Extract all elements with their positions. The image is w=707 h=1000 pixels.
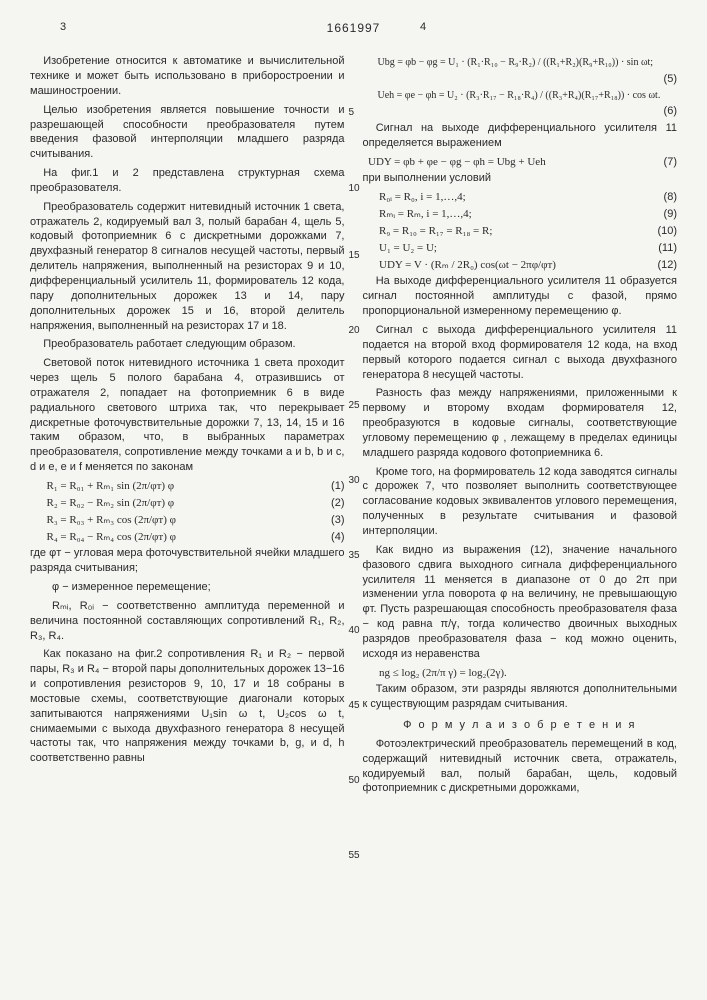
right-column: 5 10 15 20 25 30 35 40 45 50 55 Ubg = φb… bbox=[363, 54, 678, 800]
paragraph: На выходе дифференциального усилителя 11… bbox=[363, 274, 678, 319]
paragraph: при выполнении условий bbox=[363, 171, 678, 186]
paragraph: Фотоэлектрический преобразователь переме… bbox=[363, 737, 678, 796]
paragraph: Кроме того, на формирователь 12 кода зав… bbox=[363, 465, 678, 539]
equation: ng ≤ log₂ (2π/π γ) = log₂(2γ). bbox=[363, 666, 678, 681]
line-number: 50 bbox=[349, 774, 360, 788]
paragraph: Rₘᵢ, R₀ᵢ − соответственно амплитуда пере… bbox=[30, 599, 345, 644]
paragraph: Сигнал с выхода дифференциального усилит… bbox=[363, 323, 678, 382]
equation-body: R₁ = R₀₁ + Rₘ₁ sin (2π/φт) φ bbox=[30, 479, 315, 494]
paragraph: Таким образом, эти разряды являются допо… bbox=[363, 682, 678, 712]
paragraph: Изобретение относится к автоматике и выч… bbox=[30, 54, 345, 99]
equation-number: (3) bbox=[315, 513, 345, 528]
line-number: 25 bbox=[349, 399, 360, 413]
line-number: 40 bbox=[349, 624, 360, 638]
section-heading: Ф о р м у л а и з о б р е т е н и я bbox=[363, 718, 678, 733]
equation: (5) bbox=[363, 72, 678, 87]
equation: R₄ = R₀₄ − Rₘ₄ cos (2π/φт) φ (4) bbox=[30, 530, 345, 545]
equation: U₁ = U₂ = U; (11) bbox=[363, 241, 678, 256]
line-number: 45 bbox=[349, 699, 360, 713]
equation: Ubg = φb − φg = U₁ · (R₁·R₁₀ − R₉·R₂) / … bbox=[363, 56, 678, 70]
paragraph: Преобразователь работает следующим образ… bbox=[30, 337, 345, 352]
equation-body: UDY = V · (Rₘ / 2R₀) cos(ωt − 2πφ/φт) bbox=[363, 258, 648, 273]
equation-body: UDY = φb + φe − φg − φh = Ubg + Ueh bbox=[363, 155, 648, 170]
equation: (6) bbox=[363, 104, 678, 119]
paragraph: где φт − угловая мера фоточувствительной… bbox=[30, 546, 345, 576]
equation-number: (6) bbox=[647, 104, 677, 119]
paragraph: Как видно из выражения (12), значение на… bbox=[363, 543, 678, 662]
equation-body: Ueh = φe − φh = U₂ · (R₃·R₁₇ − R₁₈·R₄) /… bbox=[363, 89, 678, 103]
paragraph: φ − измеренное перемещение; bbox=[30, 580, 345, 595]
equation-number: (1) bbox=[315, 479, 345, 494]
equation: R₉ = R₁₀ = R₁₇ = R₁₈ = R; (10) bbox=[363, 224, 678, 239]
paragraph: Как показано на фиг.2 сопротивления R₁ и… bbox=[30, 647, 345, 766]
equation: R₃ = R₀₃ + Rₘ₃ cos (2π/φт) φ (3) bbox=[30, 513, 345, 528]
paragraph: Световой поток нитевидного источника 1 с… bbox=[30, 356, 345, 475]
document-number: 1661997 bbox=[30, 20, 677, 36]
equation-number: (12) bbox=[647, 258, 677, 273]
paragraph: Целью изобретения является повышение точ… bbox=[30, 103, 345, 162]
paragraph: Преобразователь содержит нитевидный исто… bbox=[30, 200, 345, 334]
line-number: 5 bbox=[349, 106, 355, 120]
line-number: 20 bbox=[349, 324, 360, 338]
equation: UDY = φb + φe − φg − φh = Ubg + Ueh (7) bbox=[363, 155, 678, 170]
line-number: 35 bbox=[349, 549, 360, 563]
paragraph: Разность фаз между напряжениями, приложе… bbox=[363, 386, 678, 460]
equation-body: U₁ = U₂ = U; bbox=[363, 241, 648, 256]
line-number: 55 bbox=[349, 849, 360, 863]
equation: UDY = V · (Rₘ / 2R₀) cos(ωt − 2πφ/φт) (1… bbox=[363, 258, 678, 273]
equation-body: R₀ᵢ = R₀, i = 1,…,4; bbox=[363, 190, 648, 205]
equation-body: Ubg = φb − φg = U₁ · (R₁·R₁₀ − R₉·R₂) / … bbox=[363, 56, 678, 70]
page-number-left: 3 bbox=[60, 20, 66, 35]
equation: Rₘᵢ = Rₘ, i = 1,…,4; (9) bbox=[363, 207, 678, 222]
equation: R₁ = R₀₁ + Rₘ₁ sin (2π/φт) φ (1) bbox=[30, 479, 345, 494]
equation-body: R₄ = R₀₄ − Rₘ₄ cos (2π/φт) φ bbox=[30, 530, 315, 545]
equation-number: (10) bbox=[647, 224, 677, 239]
equation: R₂ = R₀₂ − Rₘ₂ sin (2π/φт) φ (2) bbox=[30, 496, 345, 511]
line-number: 10 bbox=[349, 182, 360, 196]
equation-number: (2) bbox=[315, 496, 345, 511]
page-number-right: 4 bbox=[420, 20, 426, 35]
equation-body: R₂ = R₀₂ − Rₘ₂ sin (2π/φт) φ bbox=[30, 496, 315, 511]
equation-number: (4) bbox=[315, 530, 345, 545]
line-number: 15 bbox=[349, 249, 360, 263]
equation-number: (8) bbox=[647, 190, 677, 205]
paragraph: Сигнал на выходе дифференциального усили… bbox=[363, 121, 678, 151]
left-column: Изобретение относится к автоматике и выч… bbox=[30, 54, 345, 800]
equation-body: ng ≤ log₂ (2π/π γ) = log₂(2γ). bbox=[363, 666, 648, 681]
equation-number: (5) bbox=[647, 72, 677, 87]
equation-body: Rₘᵢ = Rₘ, i = 1,…,4; bbox=[363, 207, 648, 222]
equation-body: R₉ = R₁₀ = R₁₇ = R₁₈ = R; bbox=[363, 224, 648, 239]
equation: Ueh = φe − φh = U₂ · (R₃·R₁₇ − R₁₈·R₄) /… bbox=[363, 89, 678, 103]
equation: R₀ᵢ = R₀, i = 1,…,4; (8) bbox=[363, 190, 678, 205]
equation-number: (9) bbox=[647, 207, 677, 222]
line-number: 30 bbox=[349, 474, 360, 488]
equation-body: R₃ = R₀₃ + Rₘ₃ cos (2π/φт) φ bbox=[30, 513, 315, 528]
paragraph: На фиг.1 и 2 представлена структурная сх… bbox=[30, 166, 345, 196]
equation-number: (7) bbox=[647, 155, 677, 170]
equation-number: (11) bbox=[647, 241, 677, 256]
